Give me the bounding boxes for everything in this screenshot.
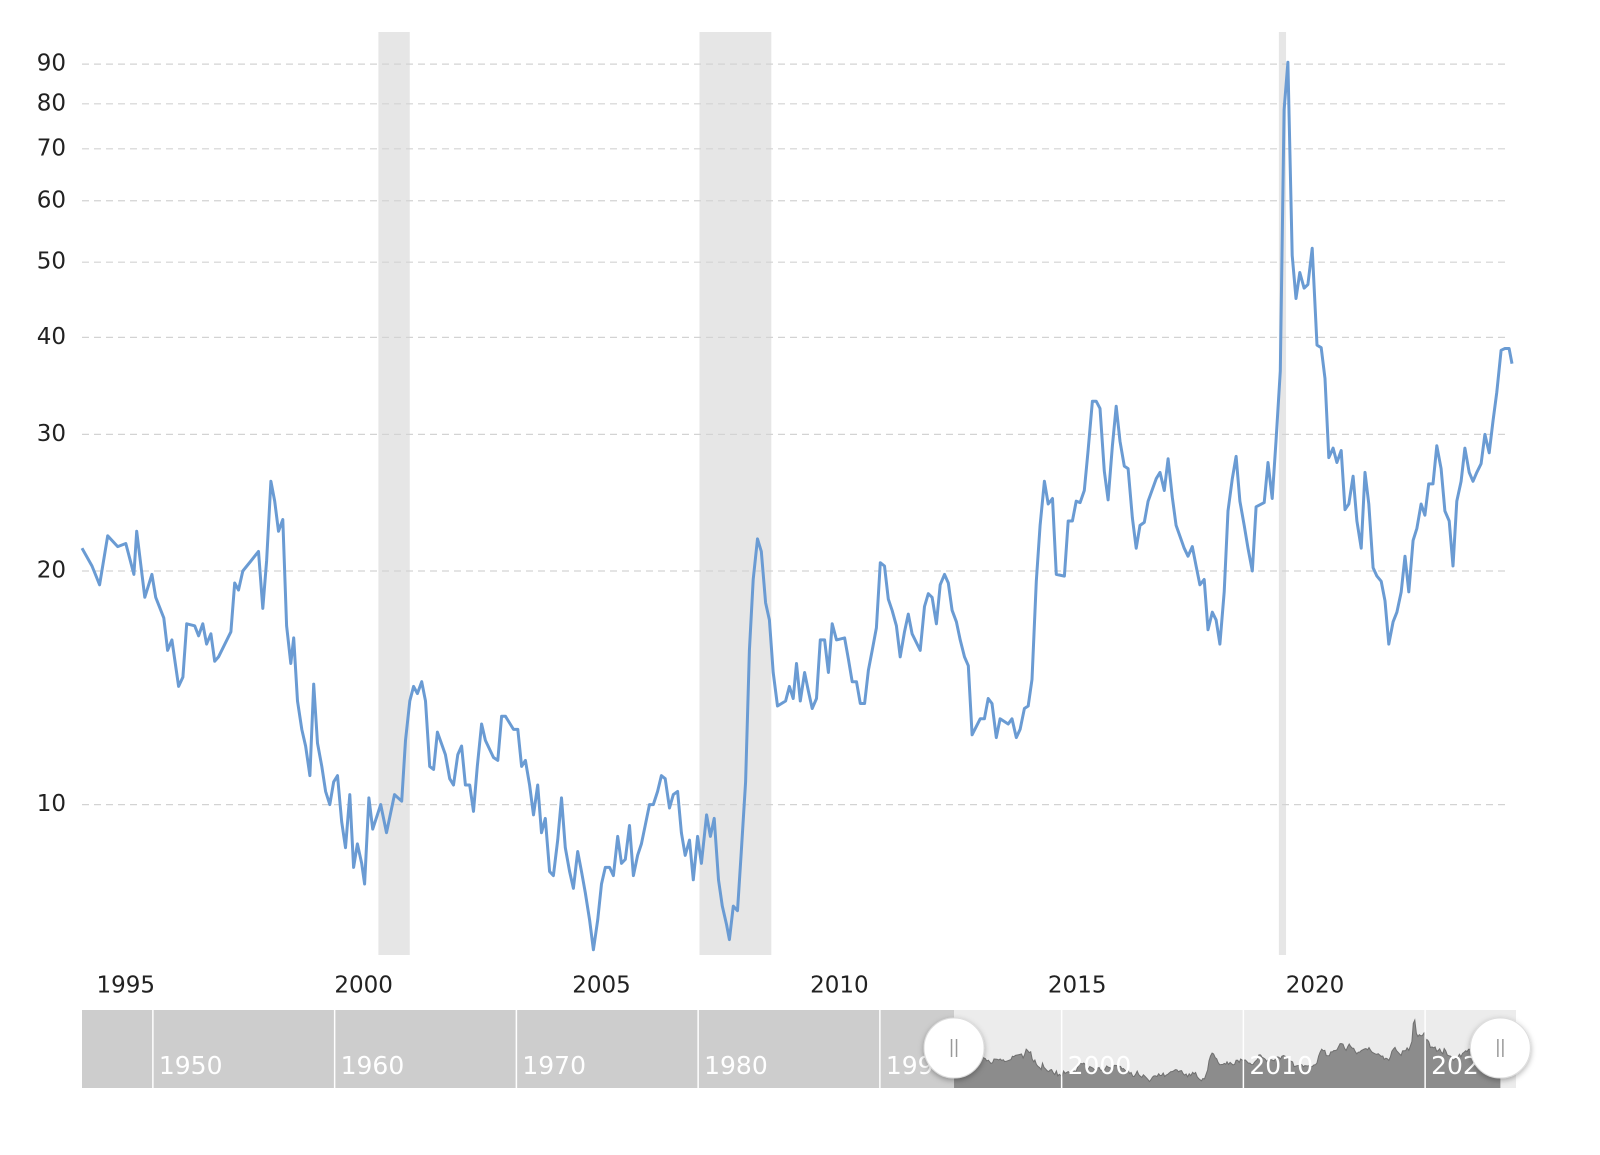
y-tick-label: 10 xyxy=(37,791,66,817)
navigator-outside xyxy=(82,1010,955,1088)
plot xyxy=(80,60,1514,952)
y-tick-label: 20 xyxy=(37,558,66,584)
navigator-handle[interactable] xyxy=(923,1017,985,1079)
navigator-handle[interactable] xyxy=(1469,1017,1531,1079)
navigator-tick-label: 2010 xyxy=(1249,1051,1313,1080)
grid: 10 20 30 40 50 60 70 80 90 1995 2000 2005 2010 2015 20… xyxy=(37,51,1508,999)
x-tick-label: 2000 xyxy=(334,973,393,999)
recession-bands xyxy=(378,32,1287,955)
data-line xyxy=(80,60,1514,952)
navigator-tick-label: 2000 xyxy=(1068,1051,1132,1080)
recession-band xyxy=(699,32,772,955)
navigator-tick-label: 1980 xyxy=(704,1051,768,1080)
x-tick-label: 1995 xyxy=(96,973,155,999)
y-tick-label: 80 xyxy=(37,90,66,116)
y-tick-label: 30 xyxy=(37,421,66,447)
handle-circle[interactable] xyxy=(923,1017,985,1079)
y-tick-label: 70 xyxy=(37,135,66,161)
navigator-line xyxy=(953,1018,1501,1083)
x-tick-label: 2010 xyxy=(810,973,869,999)
y-tick-label: 50 xyxy=(37,249,66,275)
y-tick-label: 40 xyxy=(37,324,66,350)
navigator-tick-label: 1950 xyxy=(159,1051,223,1080)
navigator-tick-label: 1970 xyxy=(522,1051,586,1080)
y-tick-label: 60 xyxy=(37,187,66,213)
navigator-tick-label: 1960 xyxy=(341,1051,405,1080)
x-tick-label: 2020 xyxy=(1286,973,1345,999)
navigator-handles xyxy=(923,1017,1531,1079)
y-tick-label: 90 xyxy=(37,51,66,77)
navigator: 1950 1960 1970 1980 1990 2000 2010 2020 xyxy=(82,1010,1516,1088)
x-tick-label: 2005 xyxy=(572,973,631,999)
handle-circle[interactable] xyxy=(1469,1017,1531,1079)
recession-band xyxy=(1278,32,1287,955)
navigator-area xyxy=(954,1020,1501,1088)
x-tick-label: 2015 xyxy=(1048,973,1107,999)
